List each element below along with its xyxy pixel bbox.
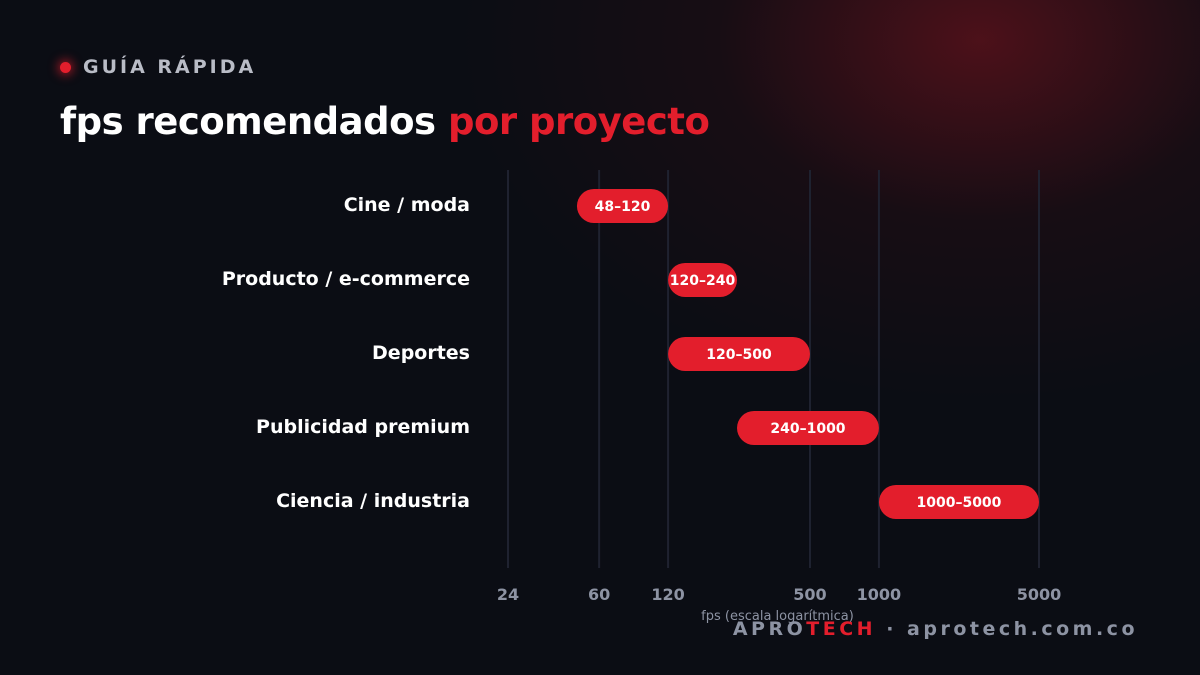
x-tick-label-120: 120 xyxy=(651,585,684,604)
category-label: Producto / e-commerce xyxy=(222,268,470,290)
range-bar-label: 240–1000 xyxy=(770,421,845,437)
x-axis-label: fps (escala logarítmica) xyxy=(701,609,854,624)
x-tick-label-5000: 5000 xyxy=(1017,585,1062,604)
category-label: Cine / moda xyxy=(344,194,470,216)
range-bar xyxy=(576,189,669,223)
range-bar-label: 120–240 xyxy=(670,273,736,289)
range-bar xyxy=(737,411,879,445)
category-label: Publicidad premium xyxy=(256,416,470,438)
range-bar xyxy=(668,337,810,371)
title-accent: por proyecto xyxy=(447,100,710,143)
range-bar xyxy=(878,485,1039,519)
eyebrow-label: GUÍA RÁPIDA xyxy=(83,56,257,78)
x-tick-label-500: 500 xyxy=(793,585,826,604)
footer-separator: · xyxy=(886,618,897,640)
brand-part-a: APRO xyxy=(732,618,807,640)
footer-site: aprotech.com.co xyxy=(907,618,1138,640)
range-bar-label: 1000–5000 xyxy=(916,495,1001,511)
footer: APROTECH · aprotech.com.co xyxy=(733,618,1138,640)
brand-part-b: TECH xyxy=(806,618,877,640)
eyebrow: GUÍA RÁPIDA xyxy=(60,54,256,80)
range-bar-label: 120–500 xyxy=(706,347,772,363)
x-tick-label-60: 60 xyxy=(588,585,610,604)
x-tick-label-24: 24 xyxy=(497,585,519,604)
category-label: Ciencia / industria xyxy=(276,490,470,512)
range-bar-label: 48–120 xyxy=(595,199,651,215)
category-label: Deportes xyxy=(372,342,470,364)
x-tick-label-1000: 1000 xyxy=(857,585,902,604)
title-main: fps recomendados xyxy=(60,100,436,143)
page-title: fps recomendados por proyecto xyxy=(60,100,710,143)
range-bar xyxy=(668,263,738,297)
red-dot-icon xyxy=(60,61,71,73)
